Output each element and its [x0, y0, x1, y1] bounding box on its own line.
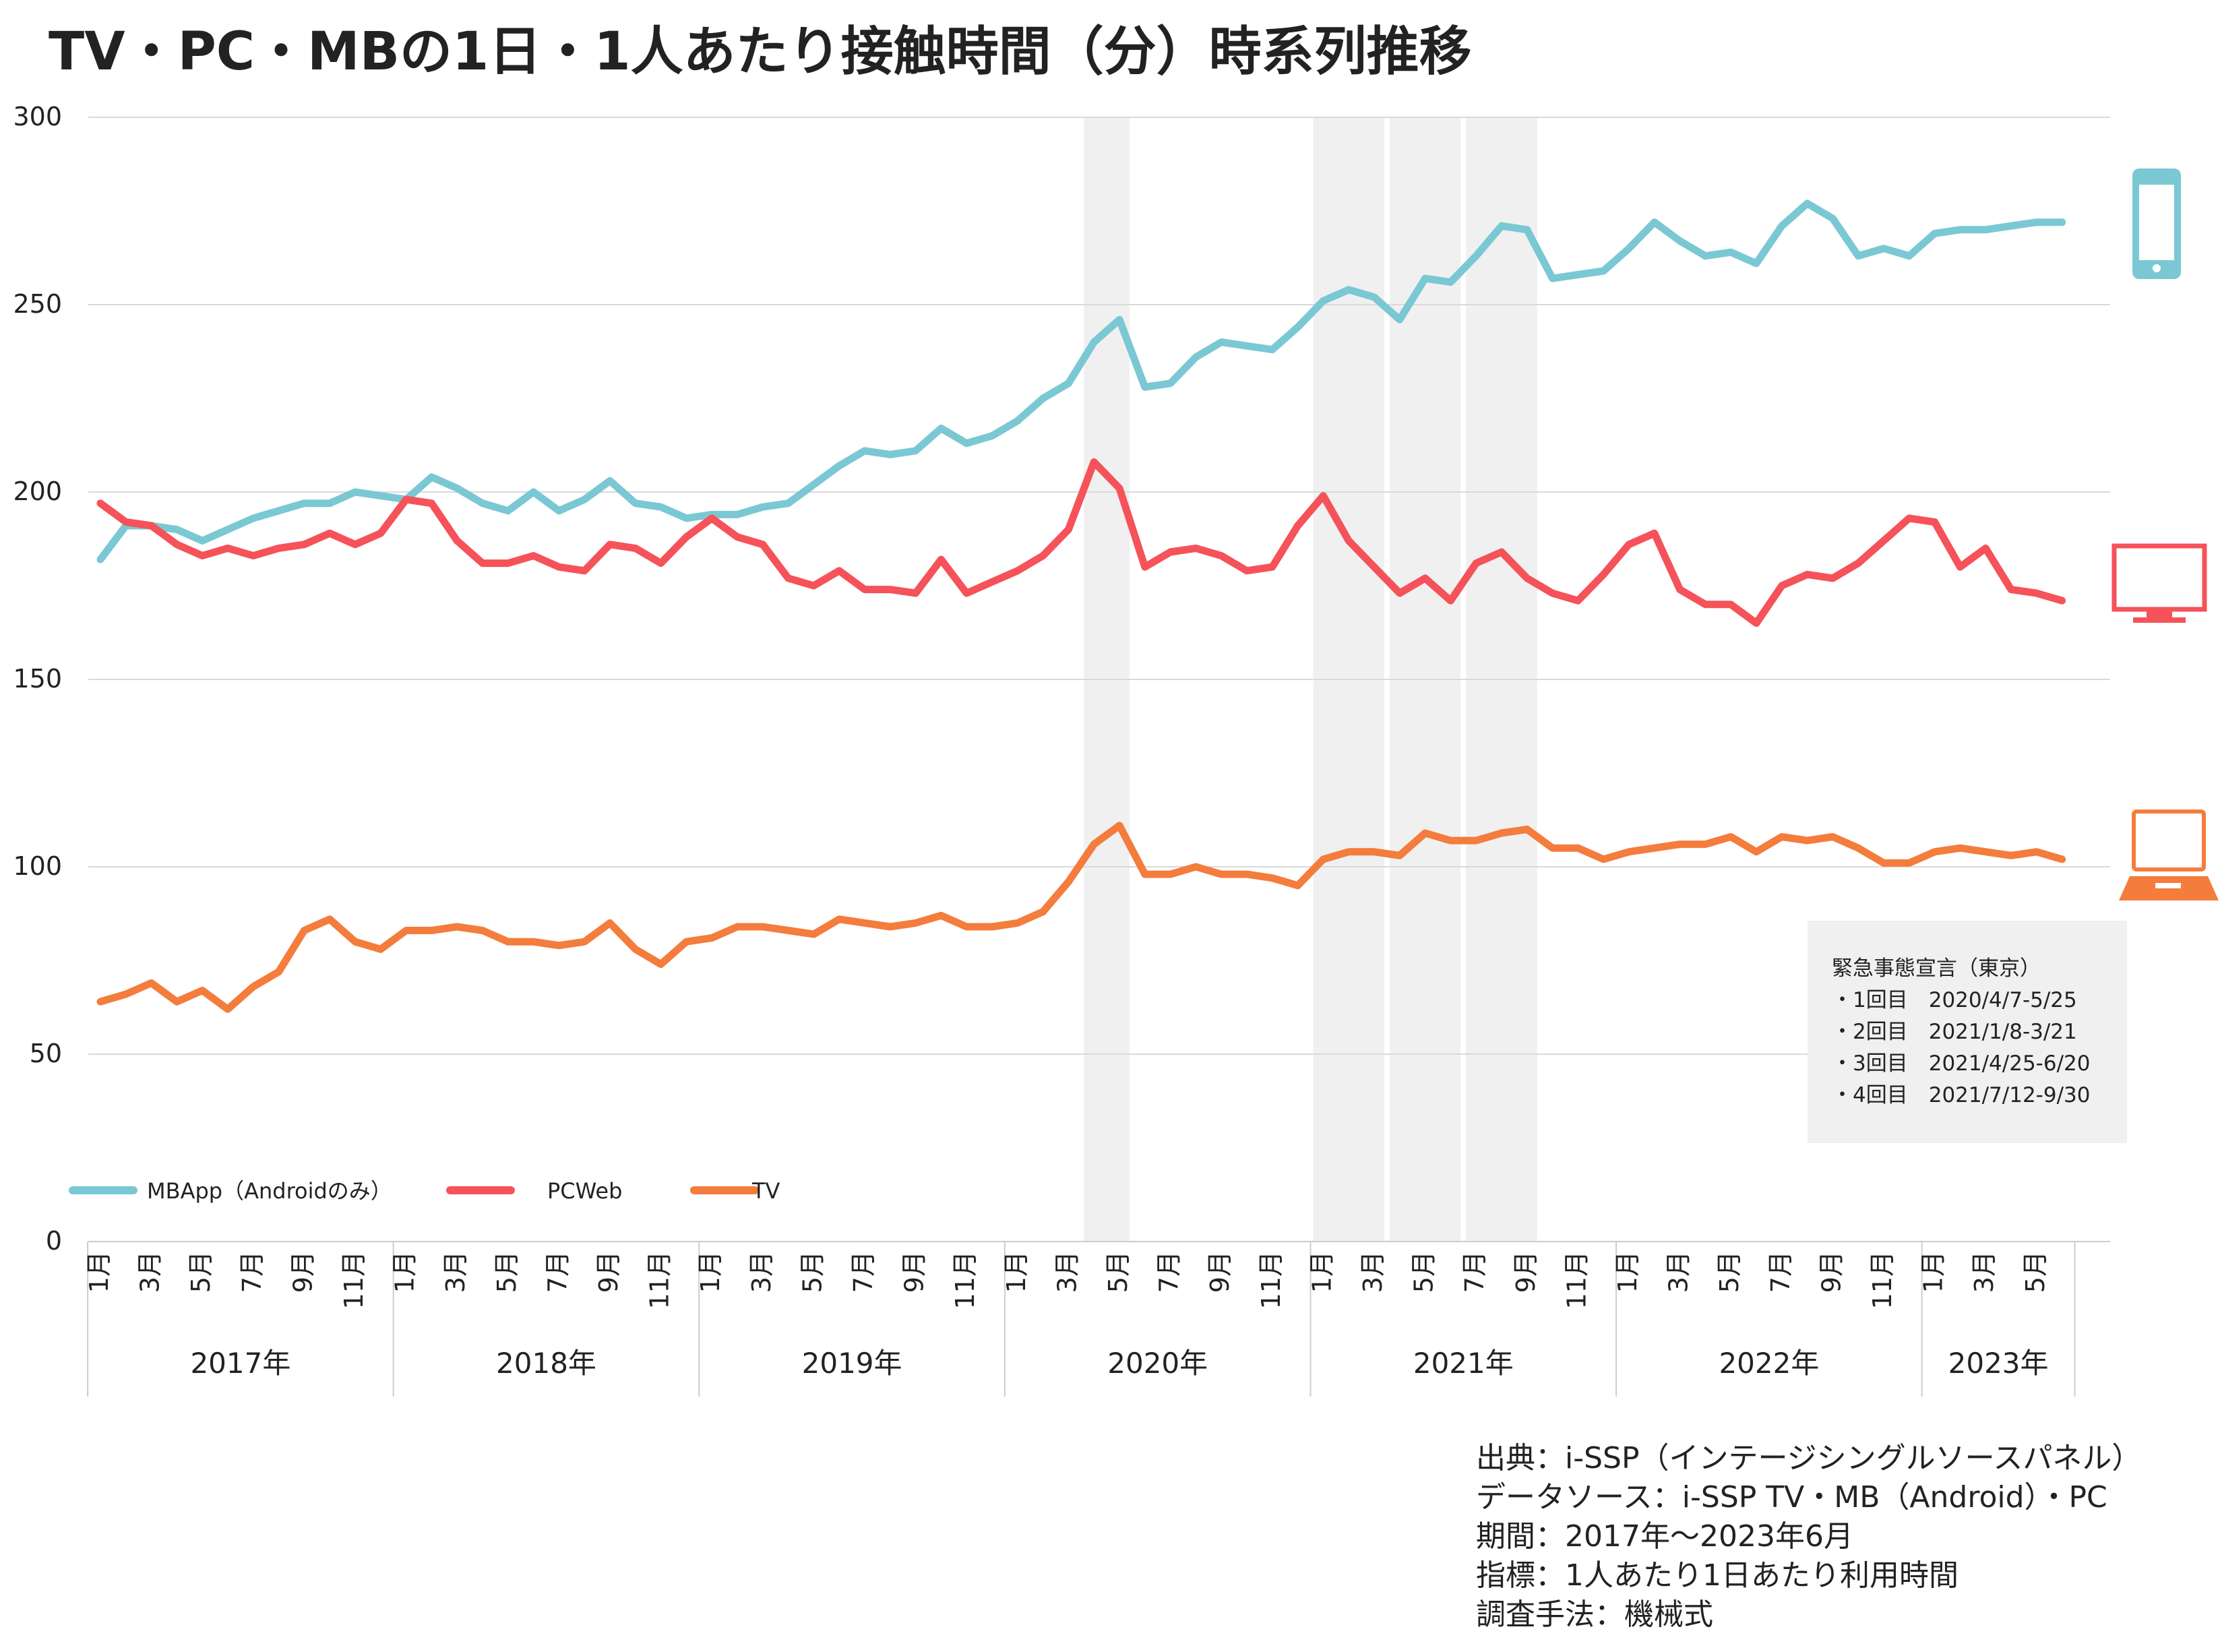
y-tick-label: 100 [13, 851, 62, 881]
x-tick-label: 3月 [135, 1251, 165, 1293]
x-tick-label: 3月 [747, 1251, 776, 1293]
year-label: 2018年 [496, 1347, 596, 1380]
x-tick-label: 3月 [1358, 1251, 1388, 1293]
chart-title: TV・PC・MBの1日・1人あたり接触時間（分）時系列推移 [49, 22, 1472, 82]
x-tick-label: 11月 [645, 1251, 675, 1309]
emergency-item: ・4回目 2021/7/12-9/30 [1832, 1083, 2091, 1107]
x-axis: 1月 3月 5月 7月 9月 11月 2017年 1月 3月 5月 7月 9月 11月 2018年 1月 3月… [84, 1241, 2110, 1397]
x-tick-label: 5月 [797, 1251, 827, 1293]
x-tick-label: 9月 [1205, 1251, 1235, 1293]
y-axis-ticks: 0 50 100 150 200 250 300 [13, 102, 62, 1256]
source-note-line: 期間：2017年～2023年6月 [1476, 1519, 1853, 1554]
smartphone-icon [2132, 169, 2181, 279]
year-label: 2019年 [802, 1347, 902, 1380]
x-tick-label: 11月 [1562, 1251, 1591, 1309]
x-tick-label: 1月 [390, 1251, 420, 1293]
x-tick-label: 3月 [1052, 1251, 1082, 1293]
x-tick-label: 3月 [1969, 1251, 1999, 1293]
y-tick-label: 250 [13, 289, 62, 319]
source-note-line: 出典：i-SSP（インテージシングルソースパネル） [1476, 1441, 2142, 1475]
x-tick-label: 11月 [950, 1251, 980, 1309]
y-tick-label: 0 [46, 1226, 62, 1256]
source-notes: 出典：i-SSP（インテージシングルソースパネル） データソース：i-SSP T… [1476, 1439, 2141, 1634]
source-note-line: データソース：i-SSP TV・MB（Android）・PC [1476, 1480, 2107, 1515]
year-label: 2023年 [1948, 1347, 2049, 1380]
x-tick-label: 11月 [1868, 1251, 1897, 1309]
series-line-tv [96, 822, 2066, 1013]
year-label: 2021年 [1413, 1347, 1514, 1380]
legend: MBApp（Androidのみ） PCWeb TV [69, 1178, 780, 1204]
desktop-monitor-icon [2111, 543, 2207, 623]
gridlines [88, 117, 2110, 1055]
x-tick-label: 5月 [186, 1251, 216, 1293]
x-tick-label: 9月 [900, 1251, 929, 1293]
legend-label-pc: PCWeb [547, 1178, 622, 1204]
y-tick-label: 150 [13, 664, 62, 694]
x-tick-label: 7月 [1154, 1251, 1184, 1293]
emergency-title: 緊急事態宣言（東京） [1832, 956, 2041, 981]
emergency-item: ・1回目 2020/4/7-5/25 [1832, 988, 2077, 1012]
x-tick-label: 11月 [339, 1251, 369, 1309]
emergency-item: ・2回目 2021/1/8-3/21 [1832, 1020, 2077, 1044]
x-tick-label: 9月 [1511, 1251, 1541, 1293]
x-tick-label: 7月 [237, 1251, 267, 1293]
source-note-line: 調査手法：機械式 [1476, 1597, 1713, 1632]
series-lines [96, 200, 2066, 1013]
x-tick-label: 5月 [492, 1251, 522, 1293]
x-tick-label: 9月 [594, 1251, 623, 1293]
legend-label-tv: TV [751, 1178, 780, 1204]
x-tick-label: 5月 [1409, 1251, 1439, 1293]
year-label: 2020年 [1107, 1347, 1208, 1380]
year-label: 2017年 [190, 1347, 290, 1380]
legend-label-mb: MBApp（Androidのみ） [147, 1178, 392, 1204]
x-tick-label: 9月 [1816, 1251, 1846, 1293]
y-tick-label: 50 [30, 1039, 62, 1068]
laptop-icon [2119, 809, 2219, 900]
x-tick-label: 7月 [849, 1251, 878, 1293]
source-note-line: 指標：1人あたり1日あたり利用時間 [1476, 1558, 1959, 1593]
y-tick-label: 200 [13, 477, 62, 506]
series-line-mb [96, 200, 2066, 563]
x-tick-label: 1月 [1613, 1251, 1642, 1293]
x-tick-label: 5月 [2021, 1251, 2050, 1293]
x-tick-label: 1月 [696, 1251, 725, 1293]
x-tick-label: 7月 [543, 1251, 572, 1293]
emergency-declaration-box: 緊急事態宣言（東京） ・1回目 2020/4/7-5/25 ・2回目 2021/… [1808, 921, 2127, 1143]
x-tick-label: 1月 [1919, 1251, 1948, 1293]
x-tick-label: 1月 [84, 1251, 114, 1293]
x-tick-label: 9月 [288, 1251, 317, 1293]
x-tick-label: 5月 [1103, 1251, 1133, 1293]
x-tick-label: 1月 [1307, 1251, 1336, 1293]
x-tick-label: 7月 [1766, 1251, 1795, 1293]
x-tick-label: 3月 [1664, 1251, 1694, 1293]
x-tick-label: 7月 [1460, 1251, 1489, 1293]
emergency-item: ・3回目 2021/4/25-6/20 [1832, 1051, 2091, 1076]
y-tick-label: 300 [13, 102, 62, 131]
x-tick-label: 3月 [441, 1251, 470, 1293]
x-tick-label: 1月 [1001, 1251, 1031, 1293]
x-tick-label: 5月 [1715, 1251, 1744, 1293]
series-line-pc [96, 458, 2066, 628]
year-label: 2022年 [1719, 1347, 1819, 1380]
x-tick-label: 11月 [1256, 1251, 1286, 1309]
